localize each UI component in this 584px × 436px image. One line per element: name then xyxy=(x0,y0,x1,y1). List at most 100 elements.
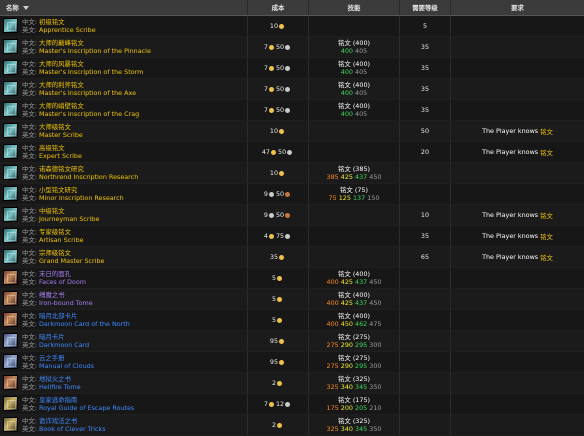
recipe-name-en[interactable]: Master's Inscription of the Axe xyxy=(38,89,137,98)
recipe-name-cn[interactable]: 小型铭文研究 xyxy=(38,186,78,194)
recipe-name-en[interactable]: Darkmoon Card of the North xyxy=(38,320,130,329)
recipe-name-en[interactable]: Journeyman Scribe xyxy=(38,215,100,224)
skill-name[interactable]: 铭文 (385) xyxy=(338,165,370,173)
recipe-name-cn[interactable]: 初级铭文 xyxy=(38,18,65,26)
recipe-name-cn[interactable]: 暗月卡片 xyxy=(38,333,65,341)
recipe-name-cn[interactable]: 高级铭文 xyxy=(38,144,65,152)
recipe-name-cn[interactable]: 大师的利斧铭文 xyxy=(38,81,84,89)
recipe-name-en[interactable]: Hellfire Tome xyxy=(38,383,81,392)
recipe-name-cn[interactable]: 地狱火之书 xyxy=(38,375,71,383)
recipe-name-en[interactable]: Grand Master Scribe xyxy=(38,257,105,266)
skill-name[interactable]: 铭文 (400) xyxy=(338,291,370,299)
table-row[interactable]: 中文: 大师级铭文 英文: Master Scribe 10 50 The Player… xyxy=(0,121,584,142)
recipe-name-en[interactable]: Expert Scribe xyxy=(38,152,82,161)
recipe-name-cn[interactable]: 暗月北部卡片 xyxy=(38,312,78,320)
recipe-name-cn[interactable]: 宗师级铭文 xyxy=(38,249,71,257)
book-icon[interactable] xyxy=(3,354,18,369)
recipe-name-cn[interactable]: 云之手册 xyxy=(38,354,65,362)
skill-name[interactable]: 铭文 (175) xyxy=(338,396,370,404)
recipe-name-en[interactable]: Manual of Clouds xyxy=(38,362,95,371)
recipe-name-cn[interactable]: 大师的风暴铭文 xyxy=(38,60,84,68)
recipe-name-en[interactable]: Royal Guide of Escape Routes xyxy=(38,404,135,413)
recipe-name-en[interactable]: Darkmoon Card xyxy=(38,341,90,350)
recipe-name-cn[interactable]: 诡诈戏法之书 xyxy=(38,417,78,425)
skill-name[interactable]: 铭文 (400) xyxy=(338,39,370,47)
scroll-icon[interactable] xyxy=(3,123,18,138)
requirement-link[interactable]: 铭文 xyxy=(540,253,553,262)
recipe-name-en[interactable]: Master's Inscription of the Storm xyxy=(38,68,144,77)
recipe-name-cn[interactable]: 缚魔之书 xyxy=(38,291,65,299)
table-row[interactable]: 中文: 初级铭文 英文: Apprentice Scribe 10 5 xyxy=(0,16,584,37)
recipe-name-cn[interactable]: 大师的巅峰铭文 xyxy=(38,39,84,47)
table-row[interactable]: 中文: 暗月卡片 英文: Darkmoon Card 95 铭文 (275) 275 2… xyxy=(0,331,584,352)
requirement-link[interactable]: 铭文 xyxy=(540,211,553,220)
skill-name[interactable]: 铭文 (275) xyxy=(338,354,370,362)
scroll-icon[interactable] xyxy=(3,249,18,264)
recipe-name-cn[interactable]: 末日的面孔 xyxy=(38,270,71,278)
column-requirements-header[interactable]: 要求 xyxy=(451,0,584,15)
table-row[interactable]: 中文: 大师的巅峰铭文 英文: Master's Inscription of t… xyxy=(0,37,584,58)
skill-name[interactable]: 铭文 (275) xyxy=(338,333,370,341)
scroll-icon[interactable] xyxy=(3,102,18,117)
requirement-link[interactable]: 铭文 xyxy=(540,127,553,136)
table-row[interactable]: 中文: 云之手册 英文: Manual of Clouds 95 铭文 (275) 27… xyxy=(0,352,584,373)
skill-name[interactable]: 铭文 (75) xyxy=(340,186,368,194)
recipe-name-en[interactable]: Master Scribe xyxy=(38,131,83,140)
book-icon[interactable] xyxy=(3,270,18,285)
scroll-icon[interactable] xyxy=(3,186,18,201)
book-icon[interactable] xyxy=(3,417,18,432)
requirement-link[interactable]: 铭文 xyxy=(540,232,553,241)
scroll-icon[interactable] xyxy=(3,81,18,96)
scroll-icon[interactable] xyxy=(3,39,18,54)
scroll-icon[interactable] xyxy=(3,228,18,243)
card-icon[interactable] xyxy=(3,312,18,327)
recipe-name-en[interactable]: Artisan Scribe xyxy=(38,236,84,245)
card-icon[interactable] xyxy=(3,333,18,348)
recipe-name-cn[interactable]: 中级铭文 xyxy=(38,207,65,215)
recipe-name-en[interactable]: Northrend Inscription Research xyxy=(38,173,139,182)
skill-name[interactable]: 铭文 (400) xyxy=(338,270,370,278)
table-row[interactable]: 中文: 高级铭文 英文: Expert Scribe 47 50 20 The Playe… xyxy=(0,142,584,163)
scroll-icon[interactable] xyxy=(3,60,18,75)
skill-name[interactable]: 铭文 (400) xyxy=(338,81,370,89)
skill-name[interactable]: 铭文 (325) xyxy=(338,417,370,425)
scroll-icon[interactable] xyxy=(3,18,18,33)
table-row[interactable]: 中文: 宗师级铭文 英文: Grand Master Scribe 35 65 The … xyxy=(0,247,584,268)
table-row[interactable]: 中文: 大师的峭壁铭文 英文: Master's Inscription of t… xyxy=(0,100,584,121)
table-row[interactable]: 中文: 缚魔之书 英文: Iron-bound Tome 5 铭文 (400) 400 … xyxy=(0,289,584,310)
recipe-name-cn[interactable]: 大师级铭文 xyxy=(38,123,71,131)
scroll-icon[interactable] xyxy=(3,144,18,159)
recipe-name-cn[interactable]: 大师的峭壁铭文 xyxy=(38,102,84,110)
recipe-name-cn[interactable]: 诺森德铭文研究 xyxy=(38,165,84,173)
skill-name[interactable]: 铭文 (400) xyxy=(338,312,370,320)
requirement-link[interactable]: 铭文 xyxy=(540,148,553,157)
skill-name[interactable]: 铭文 (325) xyxy=(338,375,370,383)
table-row[interactable]: 中文: 中级铭文 英文: Journeyman Scribe 9 50 10 The Pl… xyxy=(0,205,584,226)
column-name-header[interactable]: 名称 xyxy=(0,0,248,15)
recipe-name-en[interactable]: Master's Inscription of the Pinnacle xyxy=(38,47,151,56)
column-cost-header[interactable]: 成本 xyxy=(248,0,309,15)
book-icon[interactable] xyxy=(3,375,18,390)
recipe-name-en[interactable]: Minor Inscription Research xyxy=(38,194,124,203)
table-row[interactable]: 中文: 大师的利斧铭文 英文: Master's Inscription of t… xyxy=(0,79,584,100)
skill-name[interactable]: 铭文 (400) xyxy=(338,60,370,68)
skill-name[interactable]: 铭文 (400) xyxy=(338,102,370,110)
table-row[interactable]: 中文: 诺森德铭文研究 英文: Northrend Inscription Res… xyxy=(0,163,584,184)
recipe-name-en[interactable]: Book of Clever Tricks xyxy=(38,425,106,434)
table-row[interactable]: 中文: 暗月北部卡片 英文: Darkmoon Card of the North… xyxy=(0,310,584,331)
column-skill-header[interactable]: 技能 xyxy=(309,0,400,15)
recipe-name-en[interactable]: Apprentice Scribe xyxy=(38,26,96,35)
column-level-header[interactable]: 需要等级 xyxy=(400,0,451,15)
table-row[interactable]: 中文: 专家级铭文 英文: Artisan Scribe 4 75 35 The Play… xyxy=(0,226,584,247)
recipe-name-en[interactable]: Master's Inscription of the Crag xyxy=(38,110,140,119)
table-row[interactable]: 中文: 皇家逃命指南 英文: Royal Guide of Escape Rout… xyxy=(0,394,584,415)
book-icon[interactable] xyxy=(3,291,18,306)
table-row[interactable]: 中文: 大师的风暴铭文 英文: Master's Inscription of t… xyxy=(0,58,584,79)
table-row[interactable]: 中文: 地狱火之书 英文: Hellfire Tome 2 铭文 (325) 325 3… xyxy=(0,373,584,394)
recipe-name-en[interactable]: Iron-bound Tome xyxy=(38,299,93,308)
scroll-icon[interactable] xyxy=(3,207,18,222)
recipe-name-en[interactable]: Faces of Doom xyxy=(38,278,86,287)
recipe-name-cn[interactable]: 专家级铭文 xyxy=(38,228,71,236)
scroll-icon[interactable] xyxy=(3,165,18,180)
book-icon[interactable] xyxy=(3,396,18,411)
